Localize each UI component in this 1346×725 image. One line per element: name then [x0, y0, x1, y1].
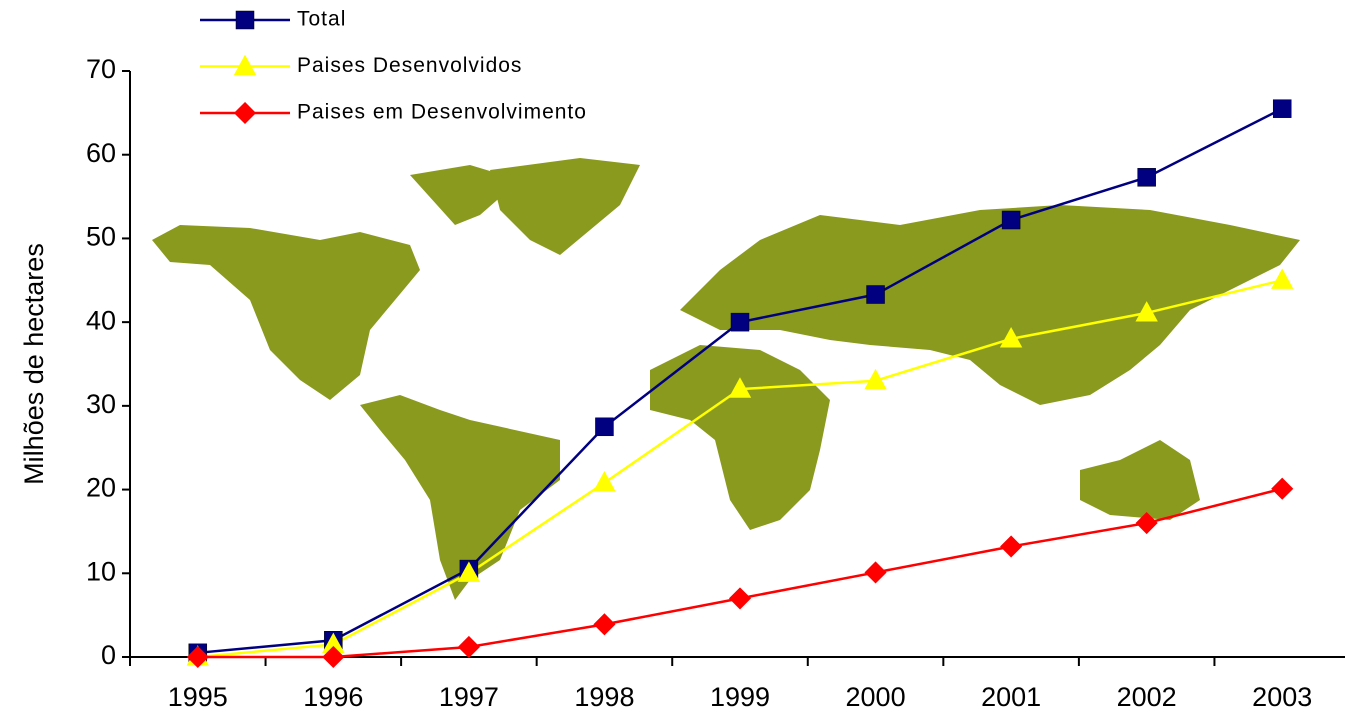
legend-label: Paises Desenvolvidos	[297, 54, 522, 77]
x-tick-label: 2001	[981, 682, 1041, 712]
data-point	[1001, 210, 1021, 230]
x-tick-label: 1996	[303, 682, 363, 712]
data-point	[730, 312, 750, 332]
y-tick-label: 70	[86, 54, 116, 84]
data-point	[457, 561, 481, 582]
x-tick-label: 1995	[168, 682, 228, 712]
data-point	[1135, 512, 1158, 535]
y-axis-label: Milhões de hectares	[19, 243, 49, 485]
data-point	[1137, 168, 1156, 187]
data-point	[1000, 535, 1023, 558]
data-point	[864, 561, 887, 584]
y-tick-label: 0	[101, 640, 116, 670]
world-map	[152, 158, 1300, 600]
data-point	[186, 645, 209, 669]
x-tick-label: 1999	[710, 682, 770, 712]
legend-marker	[235, 10, 255, 30]
legend-marker	[233, 101, 257, 125]
y-tick-label: 10	[86, 556, 116, 586]
y-tick-label: 20	[86, 473, 116, 503]
y-tick-label: 50	[86, 222, 116, 252]
x-tick-label: 1997	[439, 682, 499, 712]
x-tick-label: 1998	[574, 682, 634, 712]
x-tick-label: 2003	[1252, 682, 1312, 712]
data-point	[457, 635, 480, 659]
data-point	[593, 471, 616, 492]
data-point	[1272, 99, 1292, 118]
data-point	[593, 613, 616, 636]
legend-label: Paises em Desenvolvimento	[297, 101, 587, 124]
data-point	[1271, 477, 1294, 500]
legend-label: Total	[297, 8, 346, 31]
data-point	[728, 377, 752, 398]
data-point	[864, 368, 887, 390]
data-point	[595, 417, 614, 437]
data-point	[1135, 301, 1158, 322]
y-tick-label: 30	[86, 389, 116, 419]
y-tick-label: 60	[86, 138, 116, 168]
data-point	[1271, 268, 1294, 289]
x-tick-label: 2000	[846, 682, 906, 712]
data-point	[866, 285, 885, 304]
data-point	[999, 327, 1023, 348]
x-tick-label: 2002	[1117, 682, 1177, 712]
data-point	[322, 645, 345, 669]
y-tick-label: 40	[86, 305, 116, 335]
data-point	[728, 587, 752, 610]
legend-marker	[233, 54, 257, 76]
